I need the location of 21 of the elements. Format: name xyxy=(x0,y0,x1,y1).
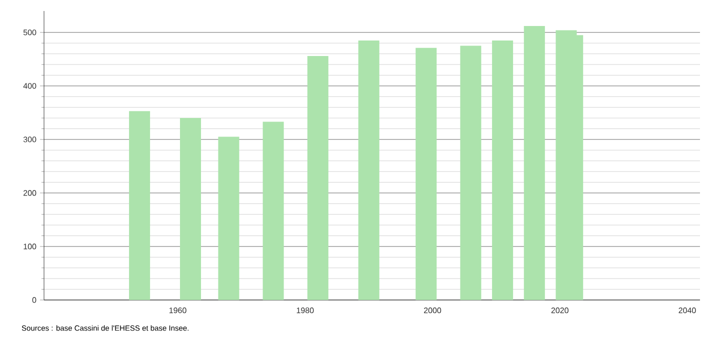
y-tick-label: 0 xyxy=(32,297,36,303)
bar xyxy=(460,46,482,300)
y-tick-label: 100 xyxy=(24,244,36,250)
bar xyxy=(218,136,240,300)
y-tick-label: 300 xyxy=(23,136,36,142)
bar xyxy=(180,118,202,300)
x-tick-label: 2040 xyxy=(678,308,696,314)
y-tick-label: 500 xyxy=(23,30,36,36)
bar xyxy=(416,48,437,300)
x-tick-label: 2000 xyxy=(424,308,442,314)
x-tick-label: 1980 xyxy=(296,308,314,314)
bar xyxy=(358,40,380,300)
y-tick-label: 200 xyxy=(24,190,36,196)
y-tick-label: 400 xyxy=(23,83,36,89)
bar xyxy=(524,26,545,300)
x-tick-label: 1960 xyxy=(169,308,186,314)
bar xyxy=(262,122,284,300)
bar xyxy=(307,56,328,300)
bar xyxy=(129,111,150,300)
x-tick-label: 2020 xyxy=(551,308,568,314)
bar xyxy=(492,40,514,300)
